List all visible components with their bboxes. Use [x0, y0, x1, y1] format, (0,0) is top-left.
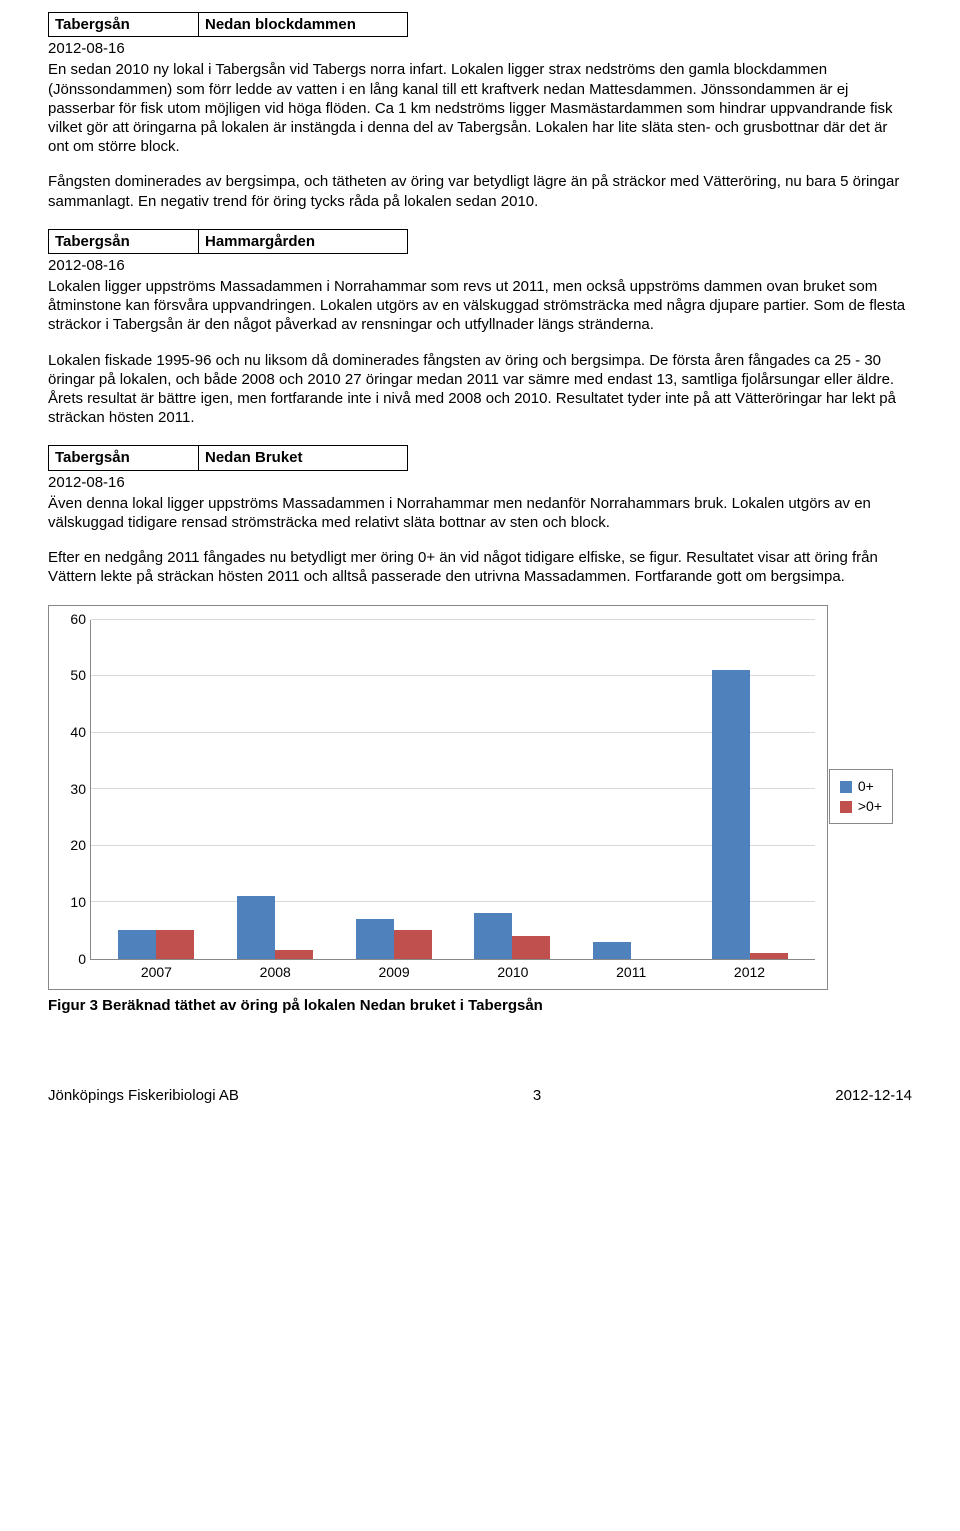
x-tick-label: 2012 — [734, 964, 765, 982]
y-tick-label: 60 — [70, 611, 86, 629]
bar — [474, 913, 512, 958]
location-header: Tabergsån Nedan blockdammen — [48, 12, 408, 37]
bar — [356, 919, 394, 959]
site-name: Hammargården — [199, 230, 407, 253]
bar-group — [474, 913, 550, 958]
body-paragraph: Efter en nedgång 2011 fångades nu betydl… — [48, 548, 912, 586]
bar — [593, 942, 631, 959]
site-name: Nedan Bruket — [199, 446, 407, 469]
bar — [118, 930, 156, 958]
bar — [712, 670, 750, 959]
x-tick-label: 2010 — [497, 964, 528, 982]
x-tick-label: 2008 — [260, 964, 291, 982]
river-name: Tabergsån — [49, 13, 199, 36]
bar-group — [118, 930, 194, 958]
footer-company: Jönköpings Fiskeribiologi AB — [48, 1086, 239, 1105]
survey-date: 2012-08-16 — [48, 39, 912, 58]
y-tick-label: 0 — [78, 951, 86, 969]
bar-group — [356, 919, 432, 959]
body-paragraph: En sedan 2010 ny lokal i Tabergsån vid T… — [48, 60, 912, 156]
gridline — [91, 901, 815, 902]
river-name: Tabergsån — [49, 446, 199, 469]
river-name: Tabergsån — [49, 230, 199, 253]
legend-label: >0+ — [858, 798, 882, 816]
bar-group — [593, 942, 669, 959]
x-tick-label: 2011 — [616, 964, 646, 982]
footer-date: 2012-12-14 — [835, 1086, 912, 1105]
bar — [237, 896, 275, 958]
bar-group — [712, 670, 788, 959]
bar — [750, 953, 788, 959]
survey-date: 2012-08-16 — [48, 473, 912, 492]
y-tick-label: 10 — [70, 894, 86, 912]
section-nedan-bruket: Tabergsån Nedan Bruket 2012-08-16 Även d… — [48, 445, 912, 586]
footer-page-number: 3 — [533, 1086, 541, 1105]
bar — [275, 950, 313, 959]
y-tick-label: 40 — [70, 724, 86, 742]
section-nedan-blockdammen: Tabergsån Nedan blockdammen 2012-08-16 E… — [48, 12, 912, 211]
gridline — [91, 788, 815, 789]
y-tick-label: 50 — [70, 667, 86, 685]
legend-item: 0+ — [840, 778, 882, 796]
location-header: Tabergsån Hammargården — [48, 229, 408, 254]
plot-area: 0+>0+ — [91, 620, 815, 960]
body-paragraph: Även denna lokal ligger uppströms Massad… — [48, 494, 912, 532]
x-tick-label: 2007 — [141, 964, 172, 982]
gridline — [91, 845, 815, 846]
y-tick-label: 30 — [70, 781, 86, 799]
legend-label: 0+ — [858, 778, 874, 796]
section-hammargarden: Tabergsån Hammargården 2012-08-16 Lokale… — [48, 229, 912, 428]
page-footer: Jönköpings Fiskeribiologi AB 3 2012-12-1… — [48, 1086, 912, 1105]
body-paragraph: Lokalen ligger uppströms Massadammen i N… — [48, 277, 912, 335]
x-tick-label: 2009 — [378, 964, 409, 982]
gridline — [91, 732, 815, 733]
body-paragraph: Fångsten dominerades av bergsimpa, och t… — [48, 172, 912, 210]
location-header: Tabergsån Nedan Bruket — [48, 445, 408, 470]
legend-swatch — [840, 801, 852, 813]
trout-density-chart: 0 10 20 30 40 50 60 0+>0+ 2007 2008 2009 2010 2011… — [48, 605, 828, 991]
bar-group — [237, 896, 313, 958]
survey-date: 2012-08-16 — [48, 256, 912, 275]
y-axis: 0102030405060 — [61, 620, 91, 960]
legend-item: >0+ — [840, 798, 882, 816]
legend-swatch — [840, 781, 852, 793]
site-name: Nedan blockdammen — [199, 13, 407, 36]
y-tick-label: 20 — [70, 837, 86, 855]
gridline — [91, 675, 815, 676]
bar — [156, 930, 194, 958]
gridline — [91, 619, 815, 620]
chart-legend: 0+>0+ — [829, 769, 893, 825]
figure-caption: Figur 3 Beräknad täthet av öring på loka… — [48, 996, 912, 1015]
bar — [394, 930, 432, 958]
x-axis-labels: 2007 2008 2009 2010 2011 2012 — [91, 960, 815, 982]
body-paragraph: Lokalen fiskade 1995-96 och nu liksom då… — [48, 351, 912, 428]
bar — [512, 936, 550, 959]
